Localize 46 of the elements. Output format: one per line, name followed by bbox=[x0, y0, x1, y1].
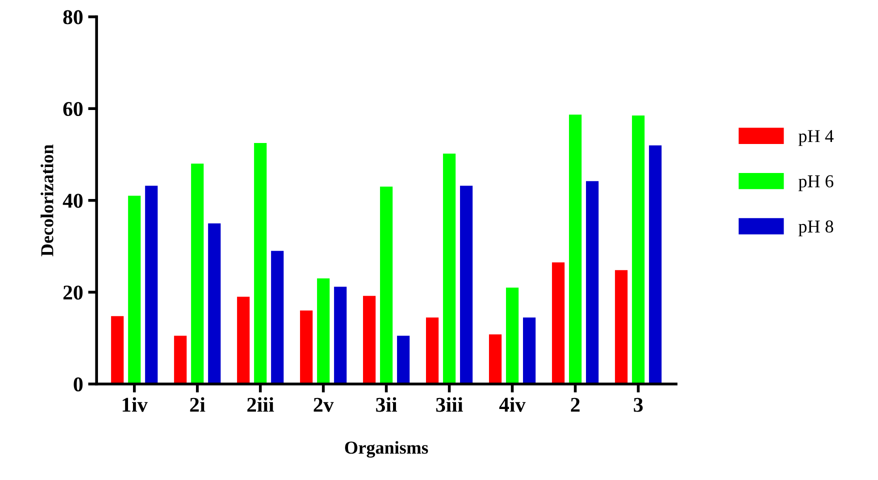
bar bbox=[380, 186, 393, 384]
bar bbox=[145, 186, 158, 384]
y-tick-label: 60 bbox=[63, 102, 83, 116]
y-tick-label: 20 bbox=[63, 286, 83, 300]
x-tick-label: 1iv bbox=[122, 397, 148, 412]
bar bbox=[523, 317, 536, 384]
bar bbox=[397, 336, 410, 384]
legend-label: pH 8 bbox=[798, 220, 834, 236]
bar bbox=[254, 143, 267, 384]
bar bbox=[363, 296, 376, 384]
x-axis-title: Organisms bbox=[345, 441, 428, 458]
x-tick-label: 4iv bbox=[499, 397, 526, 412]
x-tick-label: 2iii bbox=[247, 397, 274, 412]
x-tick-label: 3ii bbox=[376, 397, 398, 412]
bar bbox=[488, 334, 502, 384]
x-tick-label: 2v bbox=[314, 398, 334, 412]
bar bbox=[568, 114, 582, 384]
bar bbox=[191, 164, 204, 384]
bar bbox=[271, 250, 284, 384]
bar bbox=[614, 270, 628, 384]
bar bbox=[443, 154, 456, 384]
x-tick-label: 3 bbox=[634, 398, 643, 412]
bar bbox=[632, 115, 645, 384]
bar bbox=[586, 181, 599, 384]
bar bbox=[426, 317, 439, 384]
bar bbox=[208, 223, 221, 384]
x-tick-label: 3iii bbox=[436, 397, 463, 412]
legend-label: pH 6 bbox=[798, 175, 834, 192]
bar bbox=[174, 336, 187, 384]
bar bbox=[460, 186, 473, 384]
bar bbox=[317, 278, 330, 384]
bar bbox=[648, 145, 662, 384]
x-tick-label: 2i bbox=[190, 397, 206, 412]
legend-label: pH 4 bbox=[798, 130, 834, 146]
bar bbox=[128, 196, 141, 384]
x-tick-label: 2 bbox=[570, 398, 580, 412]
y-tick-label: 0 bbox=[74, 377, 83, 392]
y-tick-label: 40 bbox=[62, 194, 83, 208]
y-tick-label: 80 bbox=[63, 10, 83, 24]
bar bbox=[300, 310, 313, 384]
bar bbox=[334, 286, 347, 384]
bar bbox=[552, 262, 565, 384]
bar bbox=[237, 296, 250, 384]
bar bbox=[111, 316, 124, 384]
bar bbox=[506, 288, 519, 384]
y-axis-title: Decolorization bbox=[40, 144, 54, 256]
